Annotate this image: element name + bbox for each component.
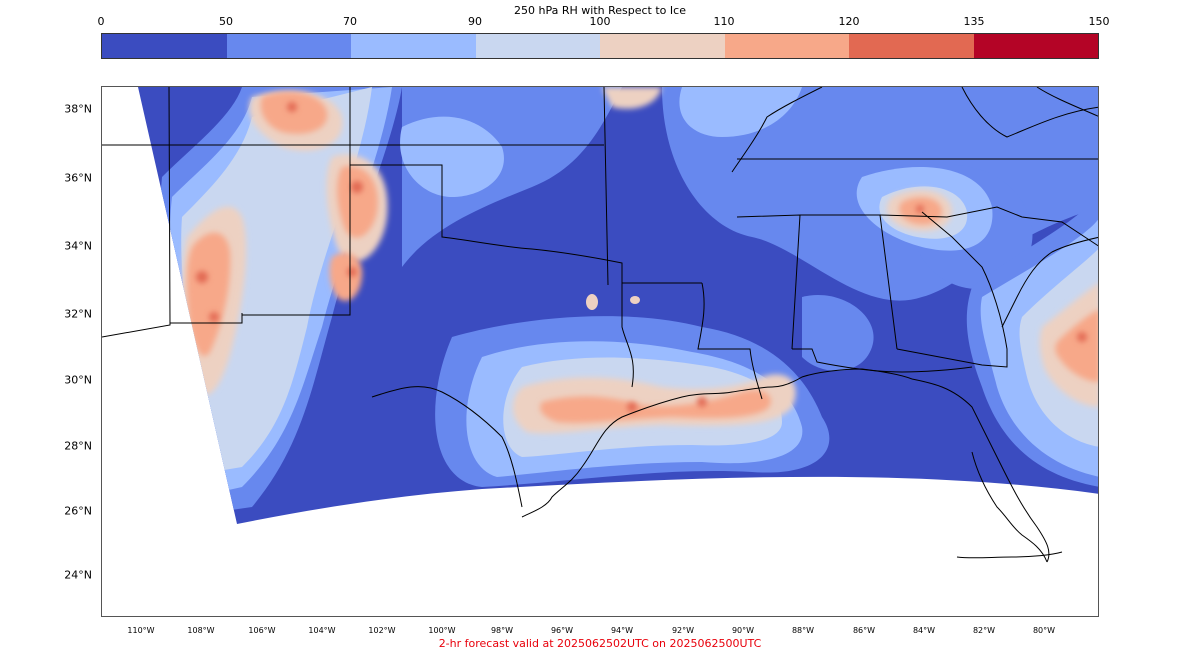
lat-label-30: 30°N [64,373,92,387]
colorbar-tick-50: 50 [219,15,233,28]
lat-label-34: 34°N [64,239,92,253]
lon-label-86: 86°W [852,626,876,635]
colorbar-tick-90: 90 [468,15,482,28]
lon-label-98: 98°W [490,626,514,635]
lon-label-80: 80°W [1032,626,1056,635]
lon-label-108: 108°W [187,626,215,635]
lon-label-110: 110°W [127,626,155,635]
colorbar-title: 250 hPa RH with Respect to Ice [514,4,686,17]
lat-label-32: 32°N [64,307,92,321]
colorbar-segment-70-90 [351,34,476,58]
state-boundaries [102,87,1098,400]
lon-label-92: 92°W [671,626,695,635]
lat-label-26: 26°N [64,504,92,518]
lat-label-36: 36°N [64,171,92,185]
colorbar-segment-100-110 [600,34,725,58]
colorbar-segment-110-120 [724,34,849,58]
lon-label-106: 106°W [248,626,276,635]
lat-label-24: 24°N [64,568,92,582]
lon-label-104: 104°W [308,626,336,635]
lon-label-100: 100°W [428,626,456,635]
colorbar-segment-50-70 [226,34,351,58]
lon-label-84: 84°W [912,626,936,635]
colorbar-tick-150: 150 [1088,15,1110,28]
lat-label-38: 38°N [64,102,92,116]
forecast-valid-caption: 2-hr forecast valid at 2025062502UTC on … [438,637,762,650]
lon-label-88: 88°W [791,626,815,635]
colorbar-segment-135-150 [973,34,1098,58]
lon-label-96: 96°W [550,626,574,635]
colorbar-tick-120: 120 [838,15,860,28]
colorbar-segment-120-135 [849,34,974,58]
colorbar [101,33,1099,59]
rh-contours [159,87,1098,517]
lon-label-94: 94°W [610,626,634,635]
colorbar-tick-0: 0 [97,15,105,28]
map-panel [101,86,1099,617]
colorbar-tick-135: 135 [963,15,985,28]
colorbar-segment-90-100 [475,34,600,58]
colorbar-segment-0-50 [102,34,227,58]
coastline [371,236,1098,563]
colorbar-tick-70: 70 [343,15,357,28]
lon-label-90: 90°W [731,626,755,635]
colorbar-tick-110: 110 [713,15,735,28]
colorbar-tick-100: 100 [589,15,611,28]
rh-field-map [102,87,1098,563]
lon-label-102: 102°W [368,626,396,635]
lon-label-82: 82°W [972,626,996,635]
lat-label-28: 28°N [64,439,92,453]
rh-isolated-cells [586,294,640,310]
